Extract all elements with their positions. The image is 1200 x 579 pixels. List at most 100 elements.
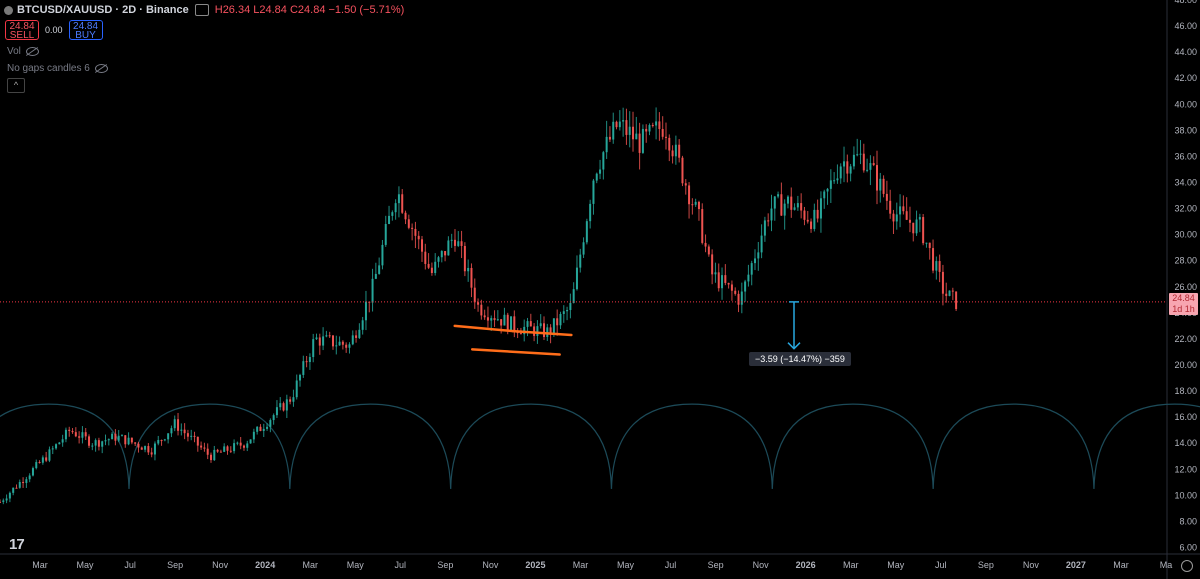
symbol-header: BTCUSD/XAUUSD · 2D · Binance H26.34 L24.…	[4, 2, 404, 18]
x-tick-label: Jul	[124, 560, 136, 570]
y-tick-label: 28.00	[1174, 256, 1197, 266]
candle-body	[355, 335, 358, 338]
candle-body	[671, 150, 674, 157]
candle-body	[275, 407, 278, 416]
candle-body	[684, 183, 687, 186]
candle-body	[315, 337, 318, 340]
y-tick-label: 30.00	[1174, 230, 1197, 240]
candle-body	[707, 246, 710, 255]
sell-button[interactable]: 24.84 SELL	[5, 20, 39, 41]
candle-body	[724, 275, 727, 283]
sell-label: SELL	[9, 30, 35, 41]
candle-body	[714, 272, 717, 275]
cycle-arc	[450, 403, 613, 489]
eye-hidden-icon[interactable]	[94, 64, 108, 73]
candle-body	[331, 335, 334, 347]
candle-body	[559, 313, 562, 326]
buy-label: BUY	[75, 30, 96, 41]
candle-body	[668, 137, 671, 151]
candle-body	[117, 435, 120, 441]
buy-button[interactable]: 24.84 BUY	[68, 20, 103, 41]
candle-body	[635, 133, 638, 140]
candle-body	[210, 454, 213, 461]
candle-body	[308, 357, 311, 362]
candle-body	[833, 180, 836, 182]
candle-body	[496, 319, 499, 321]
candle-body	[513, 316, 516, 331]
candle-body	[486, 317, 489, 321]
candle-body	[902, 206, 905, 212]
candle-body	[84, 432, 87, 437]
candle-body	[740, 291, 743, 305]
candle-body	[816, 209, 819, 219]
candle-body	[391, 212, 394, 216]
collapse-legend-button[interactable]: ^	[7, 78, 25, 93]
candle-body	[523, 326, 526, 335]
candle-body	[552, 318, 555, 334]
candle-body	[658, 121, 661, 130]
candle-body	[45, 457, 48, 461]
hide-icon[interactable]	[194, 4, 209, 16]
x-tick-label: Mar	[302, 560, 318, 570]
x-tick-label: 2027	[1066, 560, 1086, 570]
candle-body	[457, 241, 460, 246]
volume-indicator[interactable]: Vol	[7, 46, 39, 57]
x-tick-label: May	[347, 560, 365, 570]
x-tick-label: Nov	[212, 560, 229, 570]
x-tick-label: 2026	[796, 560, 816, 570]
candle-body	[414, 228, 417, 236]
y-tick-label: 44.00	[1174, 47, 1197, 57]
candle-body	[170, 428, 173, 434]
candle-body	[661, 129, 664, 137]
candle-body	[107, 439, 110, 441]
candle-body	[885, 193, 888, 201]
candle-body	[908, 219, 911, 223]
candle-body	[856, 154, 859, 156]
support-marker-line	[511, 329, 573, 337]
candle-body	[536, 326, 539, 336]
eye-hidden-icon[interactable]	[25, 47, 39, 56]
candle-body	[806, 219, 809, 222]
candle-body	[295, 380, 298, 398]
candle-body	[727, 282, 730, 285]
tradingview-logo[interactable]: 17	[9, 536, 25, 553]
candle-body	[691, 204, 694, 206]
symbol-title[interactable]: BTCUSD/XAUUSD · 2D · Binance	[17, 4, 189, 16]
candle-body	[8, 492, 11, 499]
candle-body	[506, 314, 509, 332]
candle-body	[266, 426, 269, 429]
candle-body	[483, 315, 486, 318]
candle-body	[196, 436, 199, 446]
candle-body	[292, 397, 295, 402]
candle-body	[813, 209, 816, 229]
x-tick-label: Nov	[482, 560, 499, 570]
candle-body	[177, 419, 180, 431]
candle-body	[585, 221, 588, 243]
candle-body	[704, 242, 707, 247]
x-tick-label: Mar	[32, 560, 48, 570]
candle-body	[490, 318, 493, 321]
candle-body	[78, 436, 81, 438]
candle-body	[925, 242, 928, 244]
candle-body	[780, 194, 783, 216]
y-tick-label: 32.00	[1174, 204, 1197, 214]
candle-body	[381, 244, 384, 266]
candle-body	[394, 203, 397, 213]
candle-body	[737, 293, 740, 305]
candle-body	[411, 227, 414, 229]
last-price-value: 24.84	[1172, 293, 1195, 303]
settings-gear-icon[interactable]	[1181, 560, 1193, 572]
candle-body	[74, 432, 77, 437]
candle-body	[424, 251, 427, 264]
candle-body	[64, 429, 67, 440]
gaps-indicator[interactable]: No gaps candles 6	[7, 63, 108, 74]
candle-body	[572, 289, 575, 303]
candle-body	[401, 194, 404, 213]
candle-body	[730, 284, 733, 291]
x-tick-label: Ma	[1160, 560, 1173, 570]
candle-body	[747, 274, 750, 282]
candle-body	[55, 444, 58, 449]
candle-body	[434, 261, 437, 274]
candle-body	[94, 440, 97, 446]
